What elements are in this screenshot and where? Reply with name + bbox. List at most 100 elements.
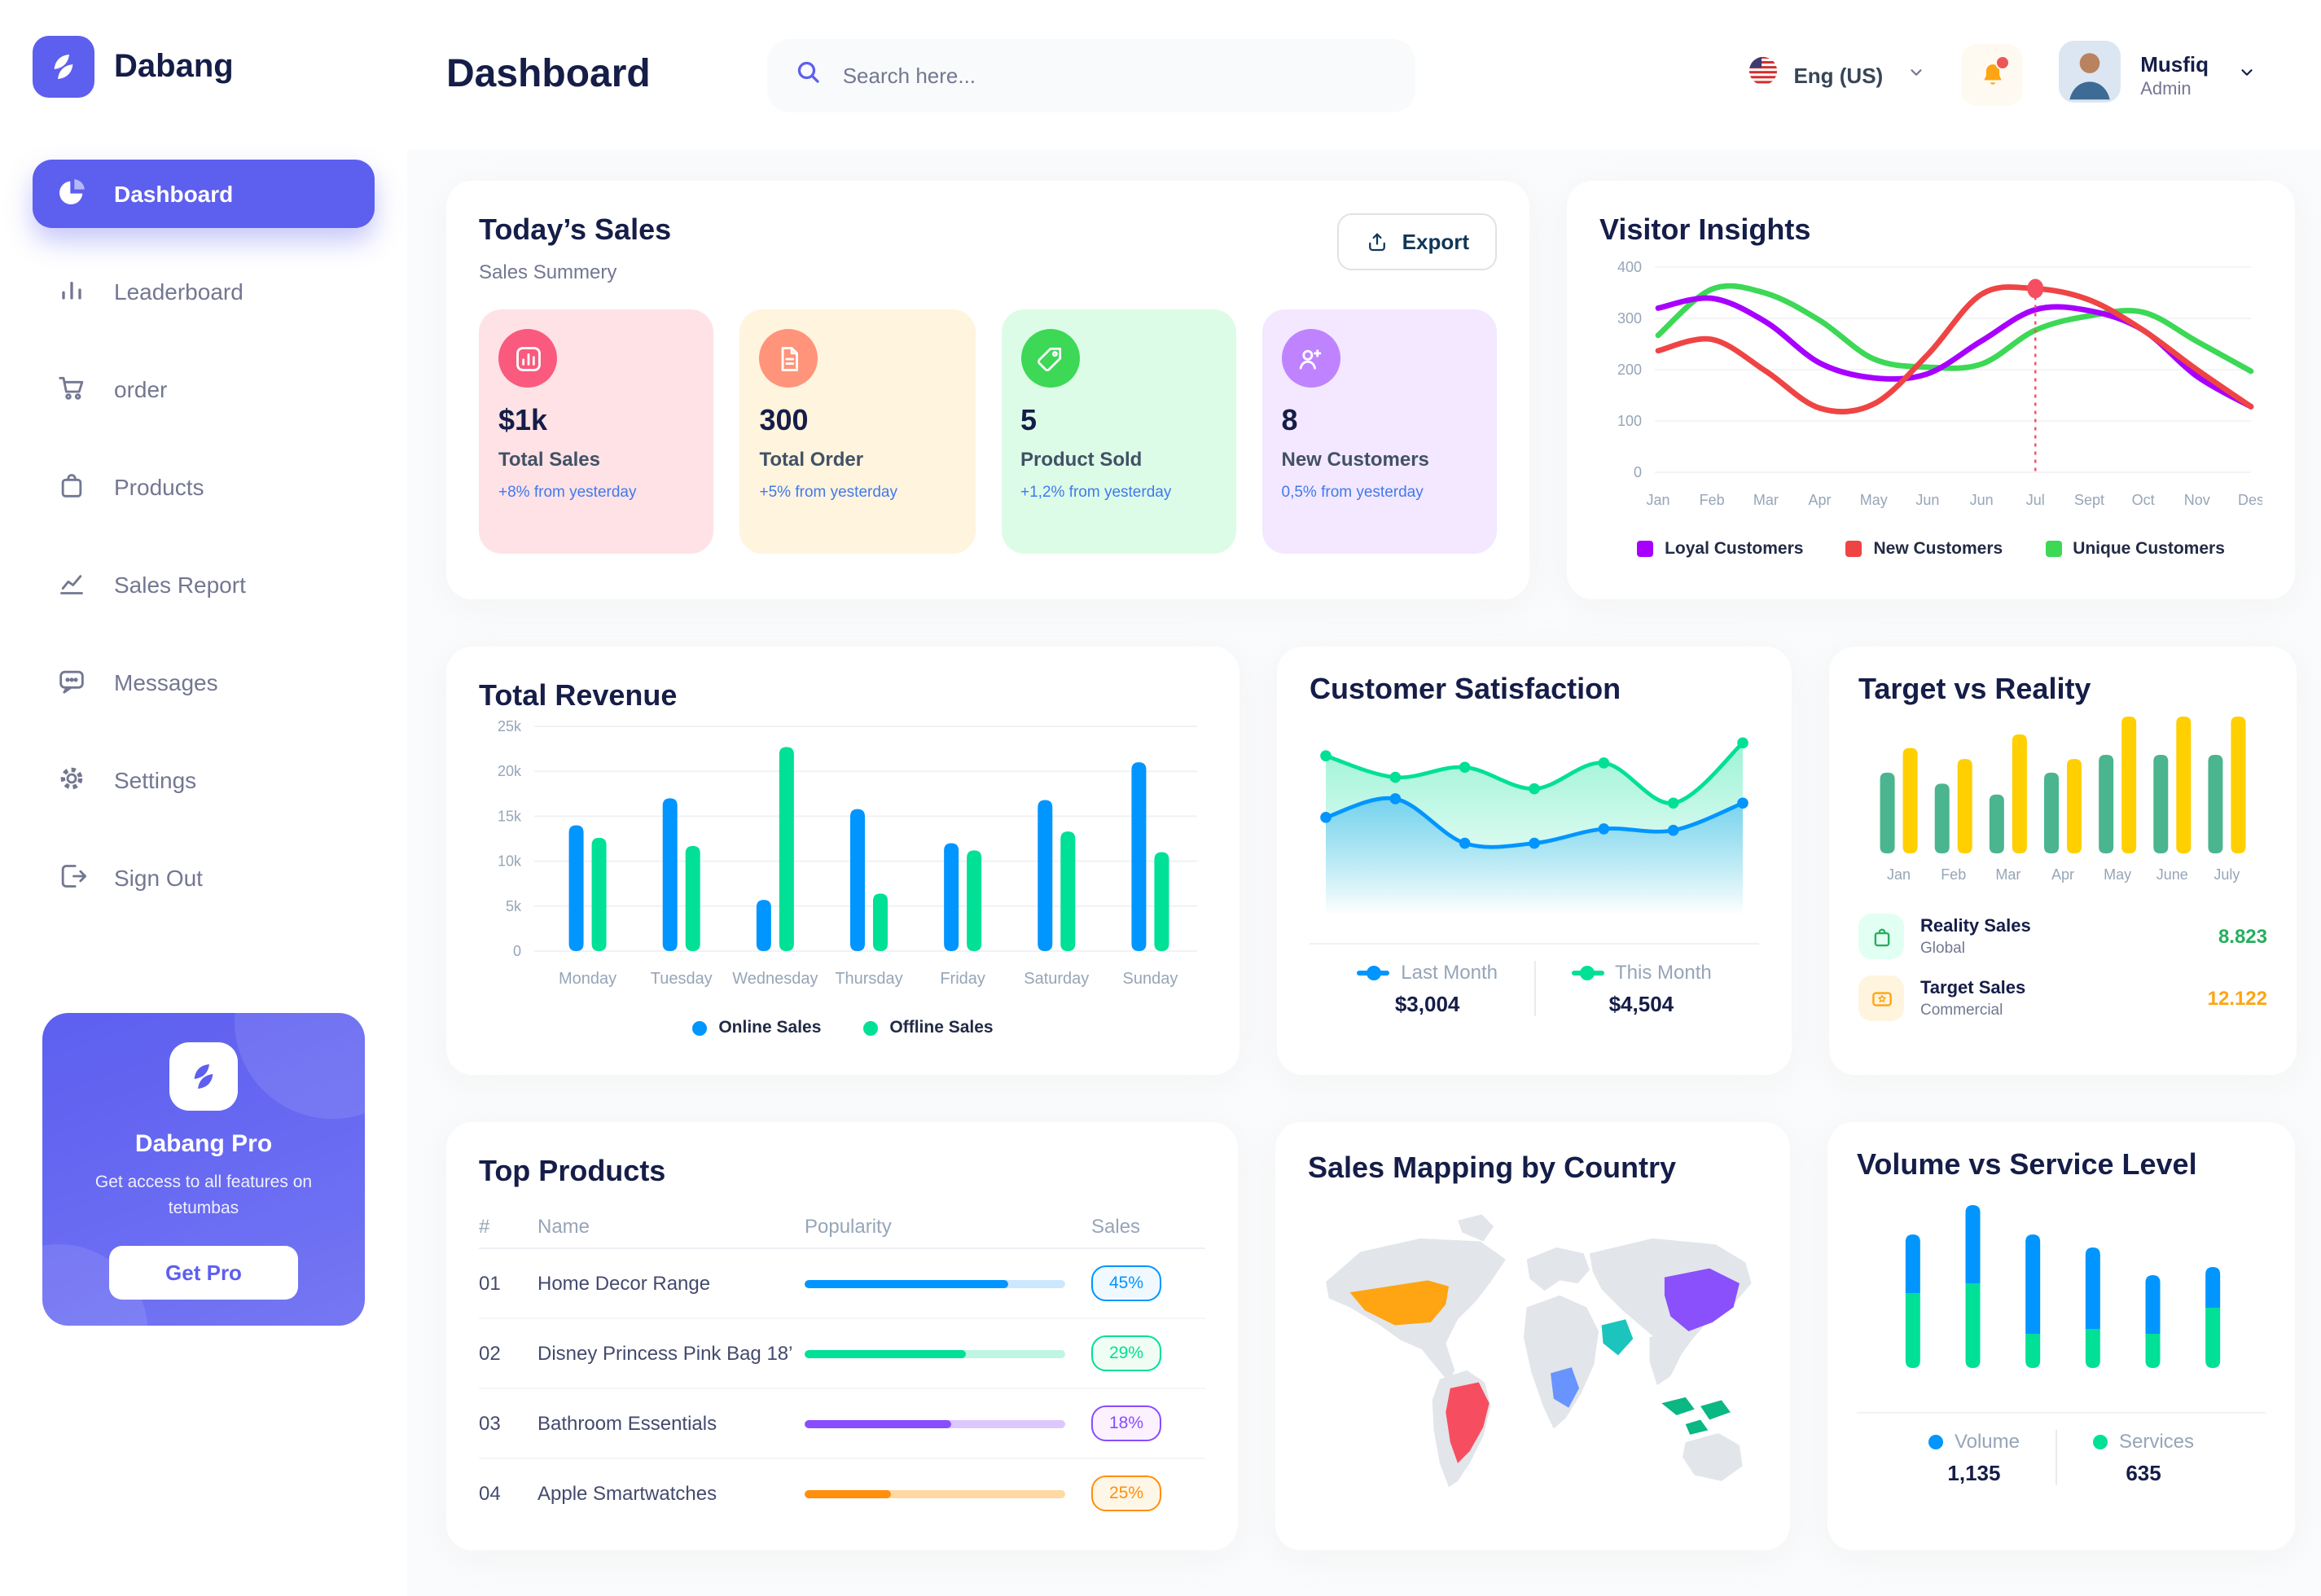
export-button[interactable]: Export	[1336, 213, 1497, 270]
svg-text:Jan: Jan	[1887, 866, 1911, 883]
target-vs-reality-card: Target vs Reality Jan Feb Mar Apr May June Jul…	[1829, 647, 2297, 1075]
customer-satisfaction-legend: Last Month $3,004 This Month $4,504	[1310, 961, 1759, 1016]
svg-text:Jul: Jul	[2026, 492, 2045, 508]
sales-badge: 25%	[1091, 1475, 1162, 1511]
visitor-insights-legend: Loyal Customers New Customers Unique Cus…	[1599, 539, 2262, 559]
customer-satisfaction-card: Customer Satisfaction Last Month $3,004	[1277, 647, 1792, 1075]
svg-text:June: June	[2156, 866, 2188, 883]
volume-total: 1,135	[1947, 1461, 2001, 1485]
svg-text:Des: Des	[2238, 492, 2262, 508]
svg-text:Thursday: Thursday	[835, 970, 902, 988]
svg-text:Mar: Mar	[1753, 492, 1779, 508]
get-pro-button[interactable]: Get Pro	[109, 1245, 298, 1299]
country-saudi-arabia	[1601, 1319, 1634, 1356]
promo-card: Dabang Pro Get access to all features on…	[42, 1013, 365, 1325]
svg-text:0: 0	[513, 943, 521, 959]
table-row: 03 Bathroom Essentials 18%	[479, 1389, 1205, 1459]
legend-dot	[692, 1020, 708, 1035]
svg-text:Feb: Feb	[1941, 866, 1966, 883]
svg-text:Saturday: Saturday	[1024, 970, 1089, 988]
stat-product-sold: 5 Product Sold +1,2% from yesterday	[1001, 309, 1236, 554]
continent-africa	[1523, 1295, 1599, 1429]
svg-text:Mar: Mar	[1995, 866, 2020, 883]
country-usa	[1349, 1280, 1449, 1326]
continent-india	[1649, 1331, 1683, 1386]
total-revenue-card: Total Revenue 0 5k 10k 15k 20k 25k Monday Tuesd…	[446, 647, 1239, 1075]
dashboard-pie-icon	[55, 175, 88, 213]
page-title: Dashboard	[446, 52, 651, 96]
shopping-bag-icon	[1858, 914, 1904, 959]
user-menu[interactable]: Musfiq Admin	[2059, 40, 2256, 110]
todays-sales-title: Today’s Sales	[479, 213, 672, 246]
volume-service-legend: Volume 1,135 Services 635	[1857, 1430, 2266, 1485]
legend-swatch	[2045, 541, 2062, 557]
sidebar-item-sales-report[interactable]: Sales Report	[33, 550, 375, 619]
svg-text:400: 400	[1617, 259, 1642, 275]
svg-text:May: May	[2104, 866, 2131, 883]
sidebar-item-dashboard[interactable]: Dashboard	[33, 160, 375, 228]
svg-text:300: 300	[1617, 310, 1642, 327]
svg-text:Apr: Apr	[2051, 866, 2074, 883]
country-china	[1664, 1268, 1740, 1331]
sidebar-item-settings[interactable]: Settings	[33, 746, 375, 814]
country-indonesia	[1661, 1396, 1731, 1435]
sidebar-item-messages[interactable]: Messages	[33, 648, 375, 717]
avatar	[2059, 40, 2121, 110]
svg-text:Feb: Feb	[1700, 492, 1725, 508]
brand-name: Dabang	[114, 48, 234, 84]
legend-swatch	[1845, 541, 1863, 557]
sidebar-item-products[interactable]: Products	[33, 453, 375, 521]
export-icon	[1368, 233, 1385, 252]
svg-text:Jun: Jun	[1970, 492, 1994, 508]
svg-text:Wednesday: Wednesday	[732, 970, 818, 988]
stat-total-sales: $1k Total Sales +8% from yesterday	[479, 309, 714, 554]
target-sales-value: 12.122	[2207, 987, 2267, 1010]
svg-text:15k: 15k	[498, 808, 522, 824]
table-row: 02 Disney Princess Pink Bag 18’ 29%	[479, 1319, 1205, 1389]
reality-sales-legend-row: Reality Sales Global 8.823	[1858, 914, 2267, 959]
legend-dot	[2093, 1434, 2108, 1449]
continent-europe	[1526, 1247, 1590, 1291]
svg-text:Jun: Jun	[1915, 492, 1939, 508]
this-month-total: $4,504	[1608, 992, 1674, 1016]
top-products-card: Top Products # Name Popularity Sales 01 …	[446, 1122, 1238, 1550]
language-selector[interactable]: Eng (US)	[1748, 55, 1925, 94]
svg-text:Tuesday: Tuesday	[651, 970, 713, 988]
search-bar[interactable]	[767, 38, 1416, 112]
sales-map-card: Sales Mapping by Country	[1275, 1122, 1790, 1550]
legend-swatch	[1637, 541, 1654, 557]
sales-badge: 29%	[1091, 1335, 1162, 1371]
services-total: 635	[2126, 1461, 2161, 1485]
search-icon	[794, 56, 823, 94]
customer-satisfaction-chart	[1320, 737, 1748, 915]
notification-dot	[1995, 55, 2011, 70]
table-row: 01 Home Decor Range 45%	[479, 1249, 1205, 1319]
sidebar-item-order[interactable]: order	[33, 355, 375, 423]
user-name: Musfiq	[2140, 51, 2209, 76]
visitor-insights-card: Visitor Insights 0 100 200 300 400 Jan Feb Mar A…	[1567, 181, 2295, 599]
us-flag-icon	[1748, 55, 1779, 94]
language-label: Eng (US)	[1793, 63, 1884, 87]
visitor-insights-chart: 0 100 200 300 400 Jan Feb Mar Apr May Jun Jun Jul Sep…	[1617, 259, 2264, 508]
ticket-icon	[1858, 976, 1904, 1021]
sidebar-item-leaderboard[interactable]: Leaderboard	[33, 257, 375, 326]
target-vs-reality-title: Target vs Reality	[1858, 673, 2091, 705]
svg-text:200: 200	[1617, 362, 1642, 378]
visitor-insights-title: Visitor Insights	[1599, 213, 1811, 246]
cart-icon	[55, 370, 88, 408]
top-products-table: # Name Popularity Sales 01 Home Decor Ra…	[479, 1205, 1205, 1528]
sales-chart-icon	[498, 329, 557, 388]
legend-dot	[1928, 1434, 1943, 1449]
sidebar-item-sign-out[interactable]: Sign Out	[33, 844, 375, 912]
order-file-icon	[759, 329, 818, 388]
sidebar: Dabang Dashboard Leaderboard order	[0, 0, 407, 1596]
gear-icon	[55, 761, 88, 799]
topbar: Dashboard Eng (US)	[407, 0, 2321, 150]
notifications-button[interactable]	[1961, 44, 2024, 106]
promo-description: Get access to all features on tetumbas	[94, 1173, 313, 1218]
volume-service-title: Volume vs Service Level	[1857, 1148, 2197, 1181]
target-vs-reality-chart: Jan Feb Mar Apr May June July	[1880, 717, 2246, 883]
stat-new-customers: 8 New Customers 0,5% from yesterday	[1261, 309, 1497, 554]
search-input[interactable]	[839, 61, 1390, 89]
svg-text:July: July	[2214, 866, 2240, 883]
